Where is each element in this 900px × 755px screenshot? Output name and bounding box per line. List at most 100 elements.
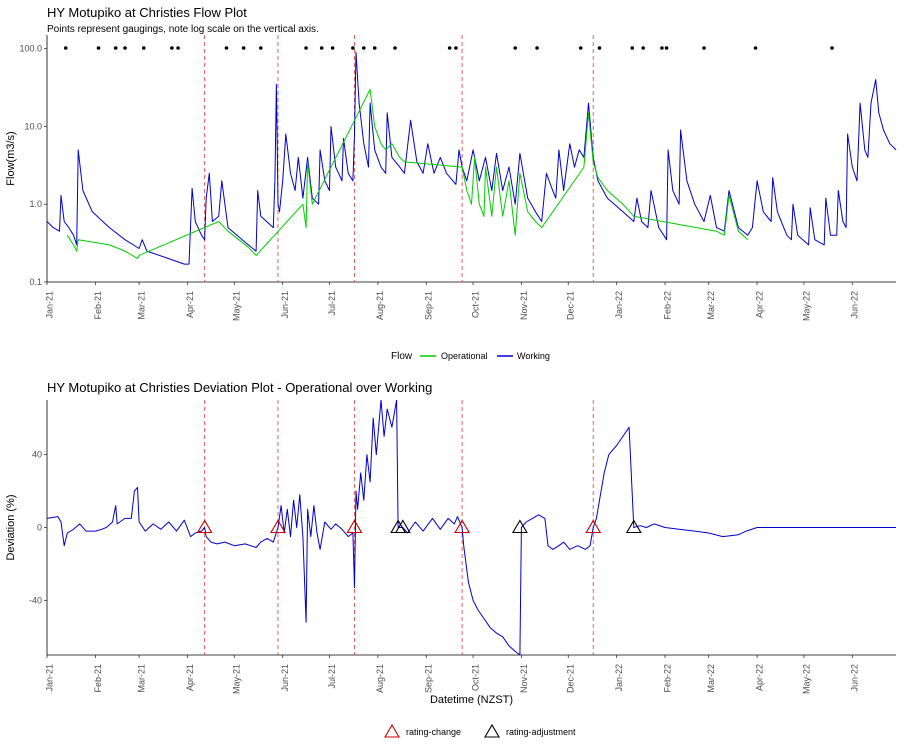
flow-0-x-tick-label: Sep-21 xyxy=(424,291,434,320)
flow-series-operational xyxy=(66,88,749,260)
dev-1-x-tick-label: Sep-21 xyxy=(424,664,434,693)
flow-0-x-tick-label: Jun-21 xyxy=(280,291,290,319)
gauging-point xyxy=(393,46,397,50)
gauging-point xyxy=(224,46,229,50)
gauging-point xyxy=(753,46,758,50)
dev-1-x-tick-label: Dec-21 xyxy=(566,664,576,693)
gauging-point xyxy=(447,46,452,50)
flow-y-tick-label: 10.0 xyxy=(24,121,42,131)
marker-rating-adjustment xyxy=(394,519,411,534)
deviation-y-tick-label: 40 xyxy=(32,450,42,460)
flow-series-working xyxy=(46,51,897,265)
deviation-plot: HY Motupiko at Christies Deviation Plot … xyxy=(5,380,896,738)
dev-1-x-tick-label: Nov-21 xyxy=(519,664,529,693)
dev-1-x-tick-label: Jul-21 xyxy=(327,664,337,689)
gauging-point xyxy=(372,46,377,50)
flow-y-tick-label: 100.0 xyxy=(19,44,42,54)
flow-0-x-tick-label: Mar-21 xyxy=(136,291,146,320)
flow-legend: Flow Operational Working xyxy=(391,351,550,362)
gauging-point xyxy=(63,46,68,50)
flow-legend-title: Flow xyxy=(391,351,413,362)
deviation-legend: rating-change rating-adjustment xyxy=(384,723,576,738)
gauging-point xyxy=(664,46,669,50)
dev-1-x-tick-label: Jan-21 xyxy=(44,664,54,692)
gauging-point xyxy=(454,46,458,50)
flow-0-x-tick-label: Apr-21 xyxy=(185,291,195,318)
gauging-point xyxy=(113,46,118,50)
dev-1-x-tick-label: Apr-22 xyxy=(754,664,764,691)
marker-rating-adjustment xyxy=(625,519,642,534)
dev-1-x-tick-label: Aug-21 xyxy=(375,664,385,693)
flow-y-axis-label: Flow(m3/s) xyxy=(5,131,17,185)
gauging-point xyxy=(630,46,635,50)
gauging-point xyxy=(96,46,101,50)
marker-rating-change xyxy=(585,519,602,534)
gauging-point xyxy=(330,46,335,50)
dev-1-x-tick-label: Feb-21 xyxy=(93,664,103,693)
dev-1-x-tick-label: Mar-22 xyxy=(706,664,716,693)
marker-rating-change xyxy=(454,519,471,534)
gauging-point xyxy=(123,46,127,50)
dev-1-x-tick-label: May-21 xyxy=(232,664,242,694)
gauging-point xyxy=(141,46,146,50)
gauging-point xyxy=(319,46,324,50)
flow-0-x-tick-label: Feb-22 xyxy=(662,291,672,320)
deviation-series xyxy=(47,400,896,655)
marker-rating-change xyxy=(346,519,363,534)
marker-rating-adjustment xyxy=(511,519,528,534)
dev-1-x-tick-label: Jun-22 xyxy=(850,664,860,692)
gauging-point xyxy=(660,46,664,50)
deviation-y-tick-label: -40 xyxy=(29,595,42,605)
dev-1-x-tick-label: Mar-21 xyxy=(136,664,146,693)
flow-0-x-tick-label: Apr-22 xyxy=(754,291,764,318)
flow-0-x-tick-label: Feb-21 xyxy=(93,291,103,320)
dev-1-x-tick-label: May-22 xyxy=(801,664,811,694)
dev-1-x-tick-label: Feb-22 xyxy=(662,664,672,693)
gauging-point xyxy=(241,46,246,50)
flow-0-x-tick-label: May-21 xyxy=(232,291,242,321)
gauging-point xyxy=(304,46,308,50)
dev-1-x-tick-label: Jun-21 xyxy=(280,664,290,692)
gauging-point xyxy=(176,46,180,50)
gauging-point xyxy=(535,46,539,50)
legend-label-rating-adjustment: rating-adjustment xyxy=(506,727,576,737)
flow-0-x-tick-label: May-22 xyxy=(801,291,811,321)
flow-y-tick-label: 1.0 xyxy=(29,199,42,209)
flow-0-x-tick-label: Jun-22 xyxy=(850,291,860,319)
gauging-point xyxy=(830,46,834,50)
flow-0-x-tick-label: Nov-21 xyxy=(519,291,529,320)
legend-label-working: Working xyxy=(517,351,550,361)
flow-0-x-tick-label: Mar-22 xyxy=(706,291,716,320)
flow-y-tick-label: 0.1 xyxy=(29,277,42,287)
flow-0-x-tick-label: Jan-21 xyxy=(44,291,54,319)
gauging-point xyxy=(597,46,602,50)
marker-rating-change xyxy=(270,519,286,534)
flow-plot-title: HY Motupiko at Christies Flow Plot xyxy=(47,5,247,20)
flow-plot: HY Motupiko at Christies Flow Plot Points… xyxy=(5,5,897,362)
flow-0-x-tick-label: Oct-21 xyxy=(470,291,480,318)
marker-rating-change xyxy=(196,519,213,534)
dev-1-x-tick-label: Apr-21 xyxy=(185,664,195,691)
gauging-point xyxy=(513,46,517,50)
deviation-y-axis-label: Deviation (%) xyxy=(5,494,17,560)
flow-0-x-tick-label: Aug-21 xyxy=(375,291,385,320)
gauging-point xyxy=(641,46,645,50)
legend-marker-rating-change xyxy=(384,723,400,738)
flow-0-x-tick-label: Jan-22 xyxy=(614,291,624,319)
flow-0-x-tick-label: Dec-21 xyxy=(566,291,576,320)
flow-plot-subtitle: Points represent gaugings, note log scal… xyxy=(47,24,319,35)
gauging-point xyxy=(362,46,366,50)
deviation-x-axis-label: Datetime (NZST) xyxy=(430,694,513,706)
gauging-point xyxy=(351,46,355,50)
dev-1-x-tick-label: Jan-22 xyxy=(614,664,624,692)
flow-0-x-tick-label: Jul-21 xyxy=(327,291,337,316)
gauging-point xyxy=(578,46,583,50)
gauging-point xyxy=(702,46,706,50)
deviation-y-tick-label: 0 xyxy=(37,523,42,533)
legend-marker-rating-adjustment xyxy=(484,723,500,738)
gauging-point xyxy=(170,46,174,50)
legend-label-rating-change: rating-change xyxy=(406,727,461,737)
gauging-point xyxy=(259,46,263,50)
